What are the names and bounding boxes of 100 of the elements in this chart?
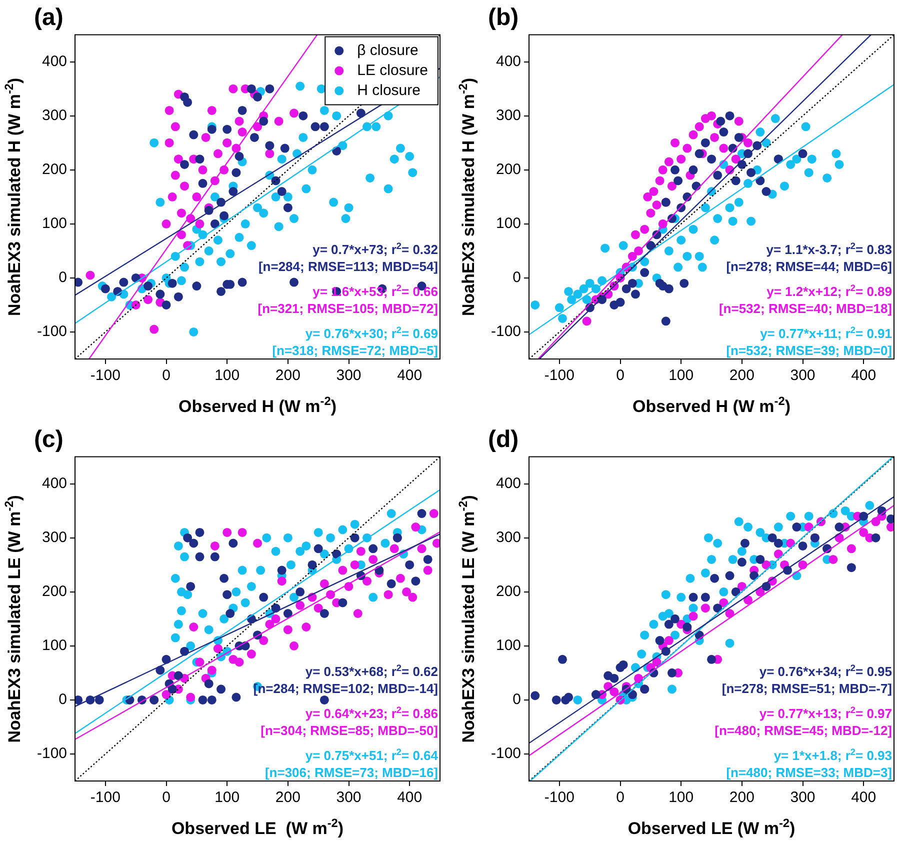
point [246, 650, 256, 659]
point [170, 170, 180, 180]
x-tick-label: -100 [544, 367, 574, 384]
point [189, 538, 198, 548]
point [664, 157, 674, 166]
point [411, 522, 420, 532]
point [210, 219, 220, 228]
point [332, 550, 342, 559]
x-tick-label: -100 [90, 367, 120, 384]
x-tick-label: 200 [275, 367, 300, 384]
point [222, 528, 232, 537]
point [326, 533, 336, 542]
point [290, 592, 299, 602]
point [643, 192, 652, 202]
point [353, 608, 362, 618]
annotation: [n=278; RMSE=51; MBD=-7] [722, 681, 892, 696]
y-tick-label: 400 [42, 474, 68, 492]
point [734, 116, 744, 126]
point [259, 592, 268, 602]
point [798, 541, 808, 550]
x-tick-label: 400 [397, 367, 422, 384]
point [280, 144, 290, 153]
point [228, 84, 238, 94]
point [832, 149, 841, 158]
point [688, 224, 698, 234]
point [396, 574, 405, 583]
point [144, 282, 153, 291]
y-tick-label: 200 [42, 583, 68, 600]
point [737, 546, 746, 556]
point [725, 111, 734, 120]
point [688, 592, 698, 602]
point [265, 141, 274, 150]
point [320, 695, 329, 704]
annotation: [n=532; RMSE=39; MBD=0] [726, 343, 892, 358]
x-tick-label: 0 [162, 367, 170, 384]
x-tick-label: -100 [544, 789, 574, 806]
point [198, 165, 208, 174]
x-tick-label: 200 [729, 367, 754, 384]
point [676, 592, 686, 602]
point [180, 552, 190, 562]
point [180, 160, 190, 169]
point [350, 560, 360, 570]
point [310, 122, 320, 132]
point [176, 230, 186, 240]
y-axis-title: NoahEX3 simulated H (W m-2) [456, 78, 478, 316]
point [314, 604, 323, 613]
point [828, 554, 838, 564]
point [786, 512, 796, 521]
point [168, 684, 177, 694]
point [386, 579, 396, 588]
annotation: [n=318; RMSE=72; MBD=5] [272, 343, 438, 358]
point [220, 211, 229, 220]
point [670, 630, 680, 640]
point [131, 300, 140, 310]
point [232, 692, 241, 702]
point [216, 684, 226, 694]
point [277, 186, 286, 196]
point [798, 149, 808, 158]
point [320, 550, 329, 559]
point [204, 679, 214, 688]
point [265, 149, 274, 158]
point [700, 604, 710, 613]
point [804, 512, 814, 521]
point [183, 590, 192, 600]
point [253, 92, 262, 102]
point [314, 528, 323, 537]
point [238, 566, 247, 575]
point [195, 658, 204, 667]
point [296, 546, 305, 556]
point [886, 522, 894, 532]
point [162, 300, 171, 310]
point [694, 122, 704, 132]
y-tick-label: 300 [42, 106, 68, 124]
point [865, 500, 874, 510]
point [234, 152, 244, 161]
point [713, 214, 722, 224]
point [756, 528, 765, 537]
point [649, 186, 658, 196]
x-tick-label: 300 [790, 367, 816, 384]
point [174, 620, 183, 629]
point [380, 538, 390, 548]
y-tick-label: 100 [42, 637, 68, 654]
x-tick-label: 400 [851, 367, 876, 384]
point [716, 116, 726, 126]
point [734, 198, 744, 207]
point [411, 576, 420, 586]
point [250, 132, 259, 142]
point [262, 533, 272, 542]
point [408, 592, 418, 602]
point [271, 614, 280, 624]
y-tick-label: 0 [512, 269, 522, 286]
point [740, 538, 750, 548]
point [585, 278, 594, 288]
y-tick-label: -100 [36, 323, 68, 340]
point [302, 541, 311, 550]
point [725, 571, 734, 580]
y-tick-label: 100 [42, 215, 68, 232]
point [170, 633, 180, 642]
point [238, 106, 247, 115]
point [423, 554, 432, 564]
